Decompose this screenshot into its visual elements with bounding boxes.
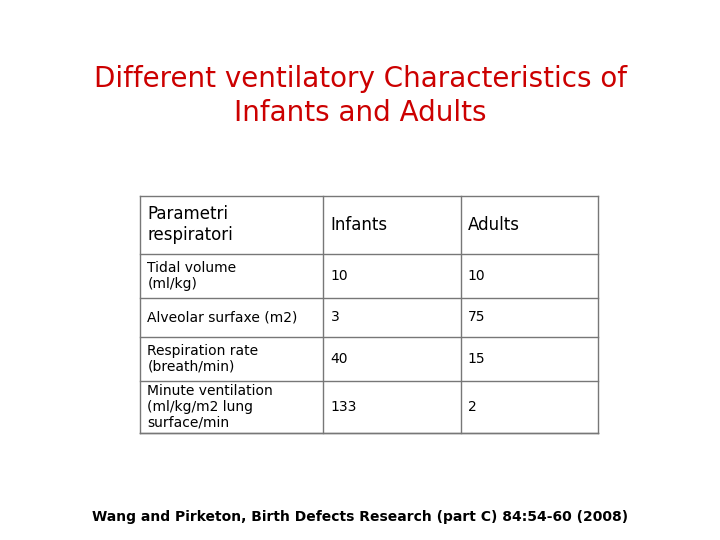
Text: 3: 3: [330, 310, 339, 324]
Text: 2: 2: [468, 400, 477, 414]
Text: Respiration rate
(breath/min): Respiration rate (breath/min): [148, 343, 258, 374]
Text: Infants: Infants: [330, 216, 387, 234]
Text: 133: 133: [330, 400, 357, 414]
Text: Different ventilatory Characteristics of
Infants and Adults: Different ventilatory Characteristics of…: [94, 65, 626, 127]
Text: 40: 40: [330, 352, 348, 366]
Text: Tidal volume
(ml/kg): Tidal volume (ml/kg): [148, 261, 237, 291]
Text: 10: 10: [330, 269, 348, 283]
Text: Minute ventilation
(ml/kg/m2 lung
surface/min: Minute ventilation (ml/kg/m2 lung surfac…: [148, 383, 273, 430]
Text: Parametri
respiratori: Parametri respiratori: [148, 205, 233, 244]
Text: 15: 15: [468, 352, 485, 366]
Text: Adults: Adults: [468, 216, 520, 234]
Text: 75: 75: [468, 310, 485, 324]
Text: 10: 10: [468, 269, 485, 283]
Text: Wang and Pirketon, Birth Defects Research (part C) 84:54-60 (2008): Wang and Pirketon, Birth Defects Researc…: [92, 510, 628, 524]
Text: Alveolar surfaxe (m2): Alveolar surfaxe (m2): [148, 310, 298, 324]
